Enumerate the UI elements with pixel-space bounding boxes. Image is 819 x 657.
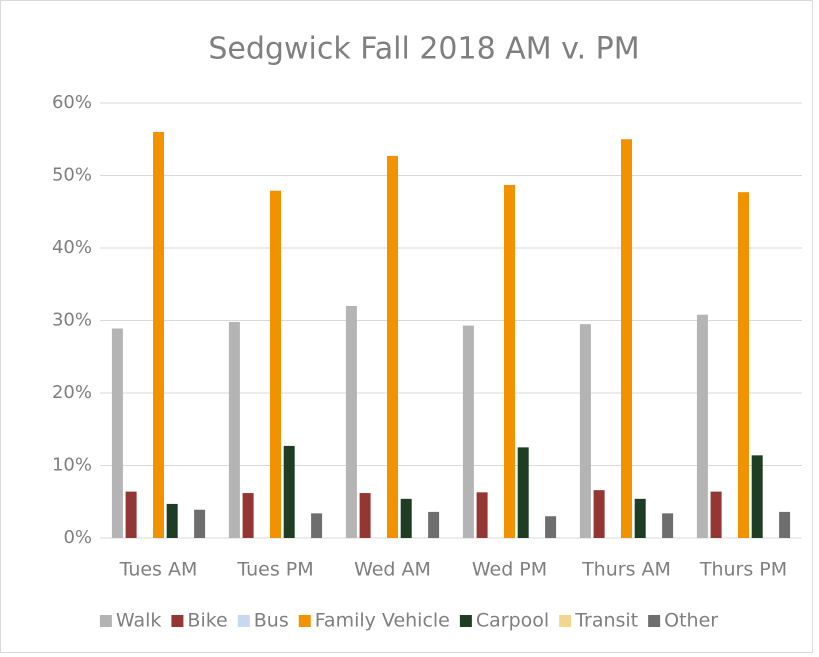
y-tick-label: 20%	[52, 382, 92, 403]
legend-label: Walk	[116, 610, 162, 632]
bar	[166, 503, 178, 538]
legend-swatch	[99, 615, 112, 627]
bar	[710, 491, 722, 538]
legend-swatch	[298, 615, 311, 627]
legend-label: Bike	[187, 610, 227, 632]
bar	[696, 314, 708, 538]
legend-swatch	[237, 615, 250, 627]
bar	[428, 511, 440, 538]
y-tick-label: 40%	[52, 237, 92, 258]
x-tick-label: Tues PM	[236, 559, 313, 581]
bar	[593, 490, 605, 538]
x-tick-label: Tues AM	[119, 559, 198, 581]
legend-swatch	[559, 615, 572, 627]
y-tick-label: 10%	[52, 455, 92, 476]
bar	[462, 325, 474, 538]
legend-label: Family Vehicle	[315, 610, 450, 632]
y-tick-label: 30%	[52, 310, 92, 331]
legend-swatch	[648, 615, 661, 627]
x-tick-label: Thurs AM	[581, 559, 671, 581]
bar	[545, 516, 557, 538]
bar	[400, 498, 412, 538]
bar	[634, 498, 646, 538]
bar	[228, 321, 240, 538]
legend-label: Other	[664, 610, 718, 632]
bar	[153, 132, 164, 538]
x-tick-label: Wed PM	[472, 559, 547, 581]
bar	[311, 513, 323, 538]
legend-swatch	[171, 615, 184, 627]
legend-label: Bus	[254, 610, 289, 632]
legend-label: Transit	[574, 610, 638, 632]
bar	[345, 306, 357, 538]
bar	[579, 324, 591, 538]
bar	[111, 328, 123, 538]
bar	[387, 155, 398, 539]
legend-label: Carpool	[476, 610, 549, 632]
bar	[738, 192, 749, 539]
bar	[751, 455, 763, 538]
bar	[125, 491, 137, 538]
x-tick-label: Thurs PM	[699, 559, 787, 581]
bar	[359, 493, 371, 538]
bar	[662, 513, 674, 538]
bar	[517, 447, 529, 538]
bar	[476, 492, 488, 538]
bar	[621, 139, 632, 538]
bar	[504, 184, 515, 539]
y-tick-label: 60%	[52, 92, 92, 113]
x-tick-label: Wed AM	[354, 559, 431, 581]
bar	[270, 190, 281, 538]
y-tick-label: 50%	[52, 165, 92, 186]
bar	[283, 445, 295, 538]
bar	[194, 509, 206, 538]
bar	[242, 493, 254, 538]
legend-swatch	[459, 615, 472, 627]
chart-title: Sedgwick Fall 2018 AM v. PM	[208, 32, 639, 67]
y-tick-label: 0%	[63, 527, 92, 548]
bar	[779, 511, 791, 538]
